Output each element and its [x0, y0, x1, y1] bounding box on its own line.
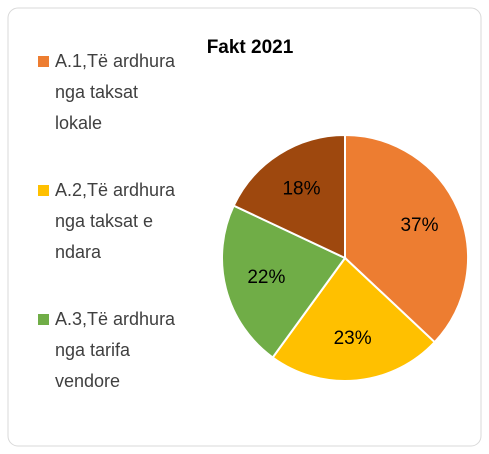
pie-slice — [232, 133, 346, 260]
data-label: 22% — [247, 267, 285, 288]
data-label: 37% — [400, 215, 438, 236]
data-label: 23% — [334, 328, 372, 349]
pie-slice — [344, 133, 469, 344]
legend-item: A.2,Të ardhura nga taksat e ndara — [38, 175, 188, 268]
legend-label: A.1,Të ardhura nga taksat lokale — [55, 51, 176, 133]
legend-swatch — [38, 314, 49, 325]
legend-item: A.1,Të ardhura nga taksat lokale — [38, 46, 188, 139]
legend-swatch — [38, 185, 49, 196]
pie-slice — [271, 256, 437, 382]
legend-swatch — [38, 56, 49, 67]
legend-label: A.3,Të ardhura nga tarifa vendore — [55, 309, 176, 391]
legend-label: A.2,Të ardhura nga taksat e ndara — [55, 180, 176, 262]
legend-item: A.3,Të ardhura nga tarifa vendore — [38, 304, 188, 397]
chart-title: Fakt 2021 — [207, 37, 294, 58]
data-label: 18% — [282, 178, 320, 199]
legend: A.1,Të ardhura nga taksat lokale A.2,Të a… — [38, 46, 188, 397]
